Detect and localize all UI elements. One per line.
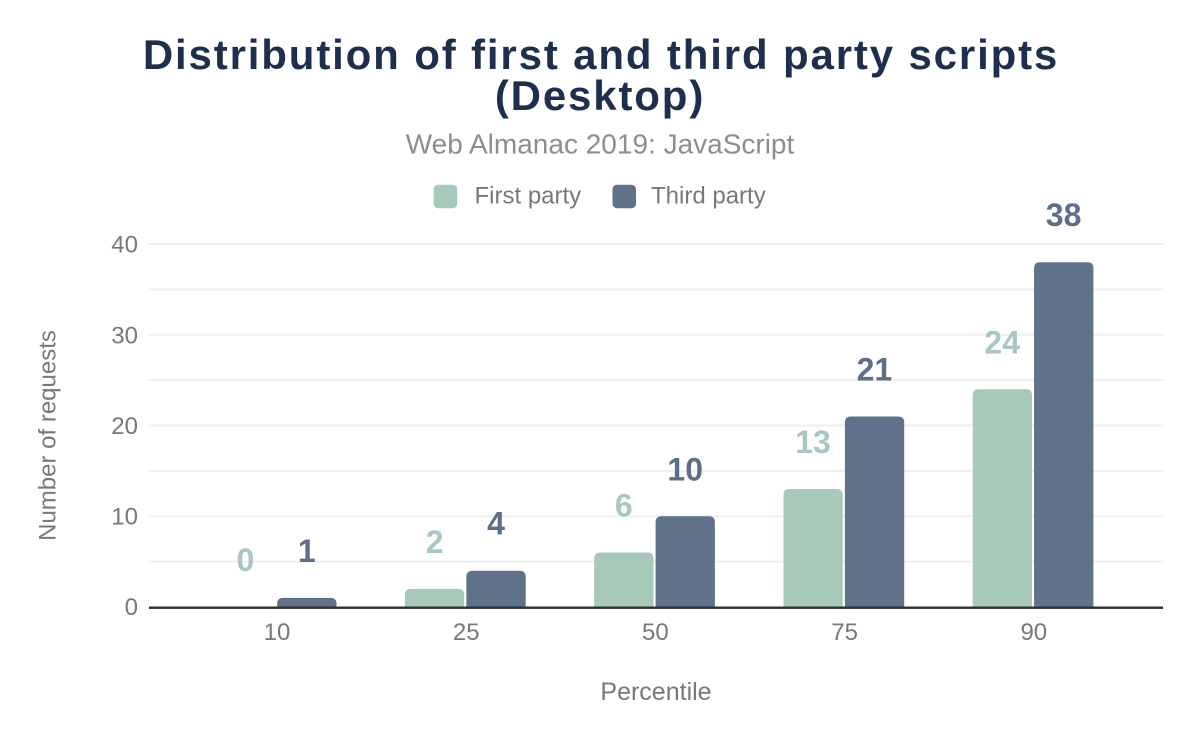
- svg-text:10: 10: [111, 504, 138, 531]
- svg-text:38: 38: [1046, 197, 1082, 233]
- svg-text:0: 0: [125, 594, 138, 621]
- svg-text:30: 30: [111, 322, 138, 349]
- svg-text:24: 24: [984, 324, 1020, 360]
- svg-text:Number of requests: Number of requests: [35, 330, 62, 541]
- svg-text:First party: First party: [475, 183, 582, 210]
- svg-text:25: 25: [453, 619, 480, 646]
- svg-text:40: 40: [111, 232, 138, 259]
- svg-text:2: 2: [426, 524, 444, 560]
- svg-text:Web Almanac 2019: JavaScript: Web Almanac 2019: JavaScript: [406, 129, 795, 160]
- svg-text:4: 4: [487, 506, 505, 542]
- svg-text:10: 10: [667, 451, 703, 487]
- svg-text:1: 1: [298, 533, 316, 569]
- svg-text:(Desktop): (Desktop): [495, 72, 705, 119]
- svg-text:13: 13: [795, 424, 831, 460]
- svg-text:0: 0: [237, 542, 255, 578]
- svg-text:10: 10: [264, 619, 291, 646]
- svg-text:6: 6: [615, 488, 633, 524]
- svg-text:Percentile: Percentile: [600, 678, 711, 706]
- svg-text:20: 20: [111, 413, 138, 440]
- svg-text:75: 75: [831, 619, 858, 646]
- svg-text:Distribution of first and thir: Distribution of first and third party sc…: [143, 31, 1059, 78]
- svg-text:Third party: Third party: [651, 183, 766, 210]
- svg-text:50: 50: [642, 619, 669, 646]
- svg-text:90: 90: [1020, 619, 1047, 646]
- svg-text:21: 21: [857, 351, 893, 387]
